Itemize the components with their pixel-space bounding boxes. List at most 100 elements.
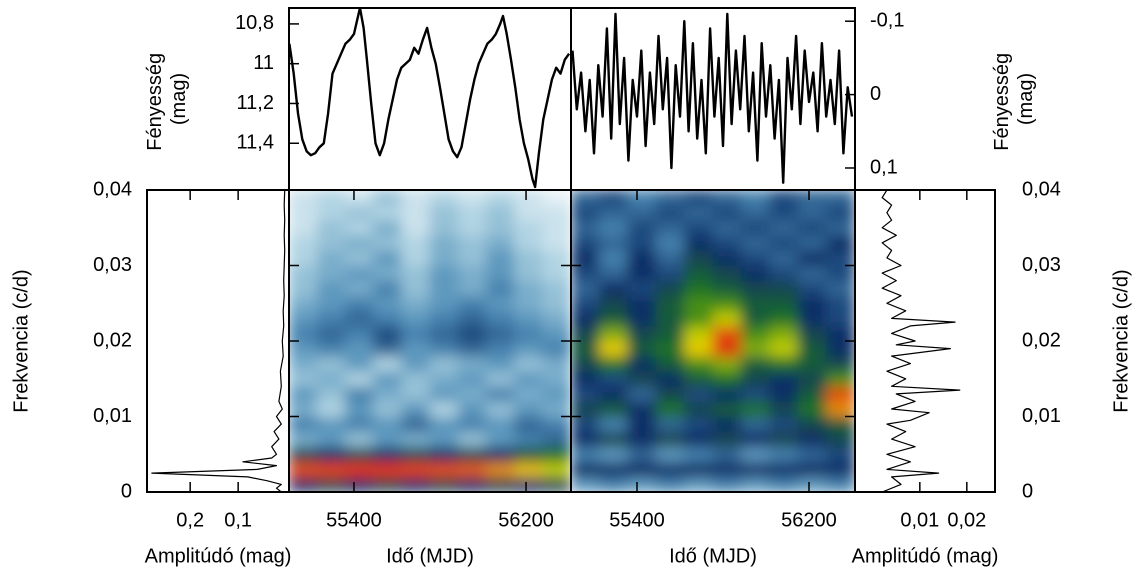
heatmap-cell: [571, 310, 600, 327]
x-tick-label: 0,2: [176, 509, 204, 531]
heatmap-cell: [514, 295, 544, 312]
heatmap-cell: [684, 295, 714, 312]
heatmap-cell: [514, 355, 544, 372]
heatmap-cell: [571, 385, 600, 402]
heatmap-cell: [627, 234, 657, 251]
heatmap-cell: [401, 249, 431, 266]
heatmap-cell: [485, 295, 516, 312]
heatmap-cell: [826, 234, 855, 251]
heatmap-cell: [684, 476, 714, 492]
heatmap-cell: [684, 446, 714, 463]
heatmap-cell: [401, 370, 431, 387]
heatmap-cell: [373, 461, 403, 478]
heatmap-cell: [797, 416, 828, 433]
heatmap-cell: [740, 461, 771, 478]
heatmap-cell: [316, 219, 346, 236]
heatmap-cell: [316, 310, 346, 327]
heatmap-cell: [429, 325, 459, 342]
heatmap-cell: [542, 385, 571, 402]
heatmap-cell: [485, 431, 516, 448]
heatmap-cell: [429, 340, 459, 357]
heatmap-cell: [712, 340, 742, 357]
heatmap-cell: [316, 400, 346, 417]
heatmap-cell: [542, 295, 571, 312]
heatmap-cell: [571, 446, 600, 463]
heatmap-cell: [598, 355, 629, 372]
heatmap-cell: [457, 476, 487, 492]
heatmap-cell: [485, 265, 516, 282]
heatmap-cell: [457, 249, 487, 266]
heatmap-cell: [316, 416, 346, 433]
heatmap-cell: [769, 219, 799, 236]
heatmap-cell: [571, 219, 600, 236]
heatmap-cell: [542, 325, 571, 342]
heatmap-cell: [826, 355, 855, 372]
heatmap-cell: [598, 461, 629, 478]
heatmap-cell: [344, 265, 375, 282]
heatmap-cell: [684, 280, 714, 297]
heatmap-cell: [344, 234, 375, 251]
y-tick-label: 0: [1022, 480, 1033, 502]
heatmap-cell: [627, 385, 657, 402]
heatmap-cell: [598, 280, 629, 297]
heatmap-cell: [344, 219, 375, 236]
heatmap-cell: [401, 204, 431, 221]
heatmap-cell: [740, 219, 771, 236]
heatmap-cell: [373, 431, 403, 448]
heatmap-cell: [598, 416, 629, 433]
heatmap-cell: [655, 310, 686, 327]
heatmap-cell: [429, 385, 459, 402]
heatmap-cell: [401, 265, 431, 282]
heatmap-cell: [797, 400, 828, 417]
heatmap-cell: [712, 219, 742, 236]
heatmap-cell: [655, 400, 686, 417]
heatmap-cell: [684, 370, 714, 387]
panel: -0,1 0 0,1: [570, 7, 904, 191]
heatmap-cell: [740, 340, 771, 357]
heatmap-cell: [655, 446, 686, 463]
heatmap-cell: [373, 295, 403, 312]
heatmap-cell: [316, 370, 346, 387]
heatmap-cell: [655, 416, 686, 433]
heatmap-cell: [316, 325, 346, 342]
heatmap-cell: [627, 461, 657, 478]
heatmap-cell: [769, 370, 799, 387]
heatmap-cell: [797, 280, 828, 297]
heatmap-cell: [457, 204, 487, 221]
heatmap-cell: [684, 431, 714, 448]
heatmap-cell: [289, 325, 318, 342]
heatmap-cell: [571, 325, 600, 342]
heatmap-cell: [289, 476, 318, 492]
heatmap-cell: [401, 219, 431, 236]
heatmap-cell: [485, 204, 516, 221]
heatmap-cell: [712, 234, 742, 251]
heatmap-cell: [598, 310, 629, 327]
heatmap-cell: [655, 385, 686, 402]
heatmap-cell: [684, 234, 714, 251]
heatmap-cell: [514, 234, 544, 251]
heatmap-cell: [712, 431, 742, 448]
heatmap-cell: [457, 370, 487, 387]
heatmap-cell: [457, 234, 487, 251]
heatmap-cell: [797, 355, 828, 372]
heatmap-cell: [373, 219, 403, 236]
heatmap-cell: [344, 370, 375, 387]
heatmap-cell: [571, 190, 600, 206]
heatmap-cell: [826, 476, 855, 492]
heatmap-cell: [797, 385, 828, 402]
heatmap-cell: [429, 476, 459, 492]
heatmap-cell: [316, 295, 346, 312]
heatmap-cell: [769, 431, 799, 448]
heatmap-cell: [684, 416, 714, 433]
heatmap-cell: [316, 385, 346, 402]
heatmap-cell: [598, 400, 629, 417]
heatmap-cell: [769, 416, 799, 433]
heatmap-cell: [401, 280, 431, 297]
heatmap-cell: [542, 265, 571, 282]
heatmap-cell: [769, 204, 799, 221]
x-tick-label: 56200: [781, 509, 837, 531]
heatmap-cell: [712, 400, 742, 417]
heatmap-cell: [598, 249, 629, 266]
heatmap-cell: [542, 280, 571, 297]
heatmap-cell: [826, 446, 855, 463]
